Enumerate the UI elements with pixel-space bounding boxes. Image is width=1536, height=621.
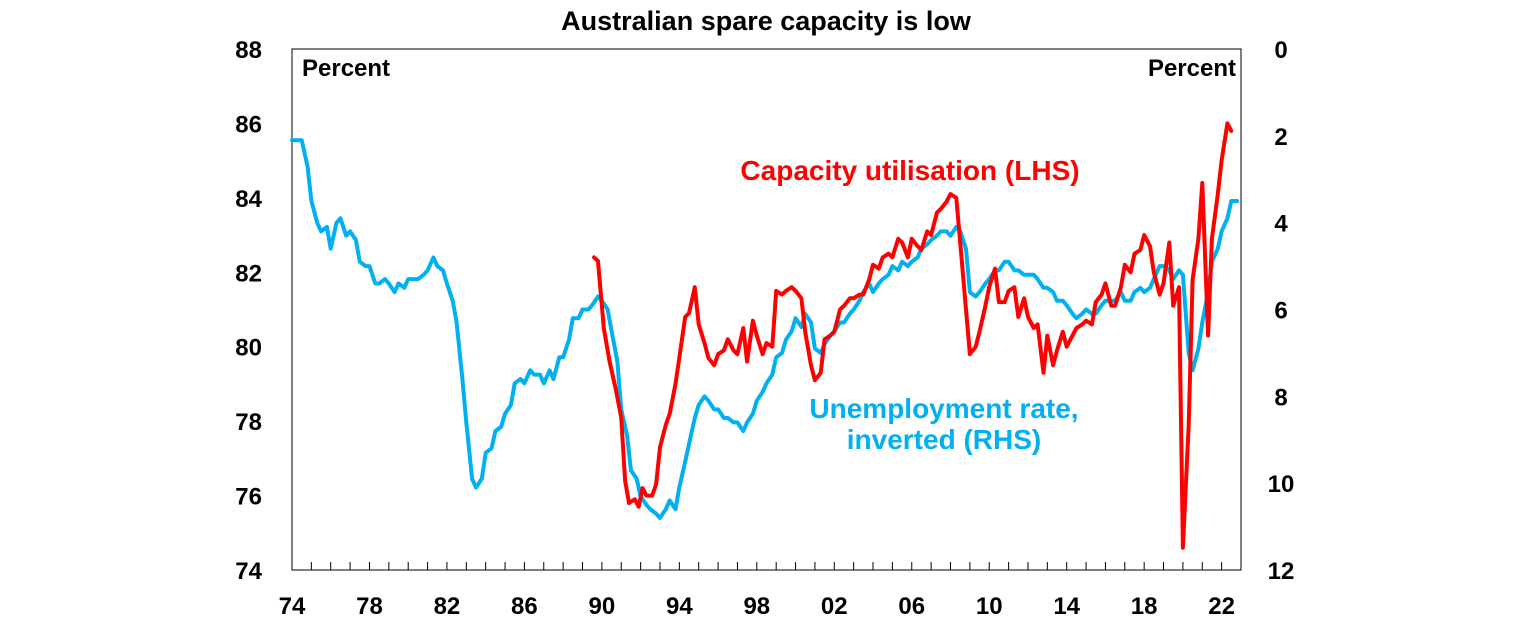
left-tick-label: 74	[235, 558, 262, 585]
capacity-utilisation-line	[592, 121, 1234, 550]
left-tick-label: 82	[235, 260, 262, 287]
series-label-line: Capacity utilisation (LHS)	[740, 155, 1079, 186]
x-tick-label: 78	[356, 593, 383, 620]
series-label-unemployment: Unemployment rate, inverted (RHS)	[809, 393, 1078, 455]
left-axis-ticks: 74 76 78 80 82 84 86 88	[235, 37, 262, 585]
x-tick-label: 18	[1131, 593, 1158, 620]
right-tick-label: 6	[1274, 298, 1287, 325]
x-tick-label: 86	[511, 593, 538, 620]
series-label-line: Unemployment rate,	[809, 393, 1078, 424]
x-tick-label: 74	[279, 593, 306, 620]
right-tick-label: 12	[1268, 558, 1295, 585]
x-tick-label: 14	[1053, 593, 1080, 620]
x-tick-label: 98	[743, 593, 770, 620]
x-tick-label: 22	[1208, 593, 1235, 620]
left-tick-label: 78	[235, 409, 262, 436]
right-tick-label: 0	[1274, 37, 1287, 64]
x-tick-label: 06	[898, 593, 925, 620]
right-tick-label: 4	[1274, 211, 1288, 238]
x-tick-label: 02	[821, 593, 848, 620]
x-tick-label: 94	[666, 593, 693, 620]
x-tick-label: 82	[434, 593, 461, 620]
x-axis-ticks: 74 78 82 86 90 94 98 02 06 10 14 18 22	[279, 562, 1242, 620]
left-tick-label: 76	[235, 484, 262, 511]
series-label-capacity: Capacity utilisation (LHS)	[740, 155, 1079, 186]
left-tick-label: 80	[235, 335, 262, 362]
x-tick-label: 90	[589, 593, 616, 620]
right-axis-ticks: 0 2 4 6 8 10 12	[1268, 37, 1295, 585]
series-layer	[290, 121, 1240, 550]
plot-frame	[291, 48, 1242, 571]
x-tick-label: 10	[976, 593, 1003, 620]
series-label-line: inverted (RHS)	[847, 424, 1041, 455]
right-tick-label: 8	[1274, 384, 1287, 411]
right-axis-unit: Percent	[1148, 55, 1236, 82]
chart-title: Australian spare capacity is low	[561, 6, 972, 36]
left-axis-unit: Percent	[302, 55, 390, 82]
unemployment-rate-line	[290, 138, 1240, 520]
left-tick-label: 88	[235, 37, 262, 64]
left-tick-label: 84	[235, 186, 262, 213]
right-tick-label: 2	[1274, 124, 1287, 151]
left-tick-label: 86	[235, 111, 262, 138]
right-tick-label: 10	[1268, 471, 1295, 498]
